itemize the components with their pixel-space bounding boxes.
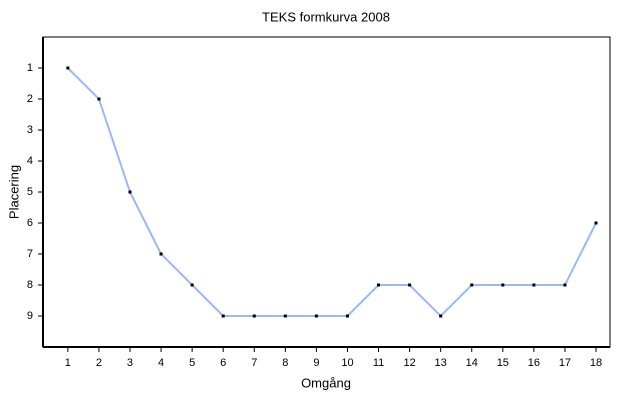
y-tick-label: 5 bbox=[27, 186, 33, 198]
y-tick-label: 6 bbox=[27, 217, 33, 229]
x-tick-label: 18 bbox=[590, 357, 602, 369]
y-tick-label: 9 bbox=[27, 310, 33, 322]
x-tick-label: 8 bbox=[282, 357, 288, 369]
x-tick-label: 10 bbox=[341, 357, 353, 369]
point-marker bbox=[159, 252, 163, 256]
y-tick-label: 3 bbox=[27, 124, 33, 136]
y-tick-label: 7 bbox=[27, 248, 33, 260]
x-tick-label: 13 bbox=[435, 357, 447, 369]
point-marker bbox=[314, 314, 318, 318]
point-marker bbox=[190, 283, 194, 287]
point-marker bbox=[594, 221, 598, 225]
x-axis-label: Omgång bbox=[301, 375, 351, 390]
point-marker bbox=[439, 314, 443, 318]
x-tick-label: 16 bbox=[528, 357, 540, 369]
x-tick-label: 2 bbox=[96, 357, 102, 369]
point-marker bbox=[66, 66, 70, 70]
point-marker bbox=[345, 314, 349, 318]
x-tick-label: 1 bbox=[65, 357, 71, 369]
point-marker bbox=[408, 283, 412, 287]
x-tick-label: 7 bbox=[251, 357, 257, 369]
point-marker bbox=[128, 190, 132, 194]
y-tick-label: 2 bbox=[27, 93, 33, 105]
point-marker bbox=[563, 283, 567, 287]
x-tick-label: 4 bbox=[158, 357, 164, 369]
chart-title: TEKS formkurva 2008 bbox=[262, 9, 390, 24]
point-marker bbox=[377, 283, 381, 287]
x-tick-label: 6 bbox=[220, 357, 226, 369]
y-axis-label: Placering bbox=[6, 165, 21, 219]
y-tick-label: 8 bbox=[27, 279, 33, 291]
x-tick-label: 15 bbox=[497, 357, 509, 369]
x-tick-label: 12 bbox=[403, 357, 415, 369]
y-tick-label: 1 bbox=[27, 62, 33, 74]
point-marker bbox=[532, 283, 536, 287]
x-tick-label: 17 bbox=[559, 357, 571, 369]
x-tick-label: 11 bbox=[373, 357, 384, 369]
point-marker bbox=[252, 314, 256, 318]
point-marker bbox=[221, 314, 225, 318]
point-marker bbox=[97, 97, 101, 101]
x-tick-label: 14 bbox=[466, 357, 478, 369]
point-marker bbox=[501, 283, 505, 287]
x-tick-label: 3 bbox=[127, 357, 133, 369]
x-tick-label: 5 bbox=[189, 357, 195, 369]
point-marker bbox=[283, 314, 287, 318]
point-marker bbox=[470, 283, 474, 287]
y-tick-label: 4 bbox=[27, 155, 33, 167]
x-tick-label: 9 bbox=[313, 357, 319, 369]
line-series bbox=[67, 67, 597, 318]
